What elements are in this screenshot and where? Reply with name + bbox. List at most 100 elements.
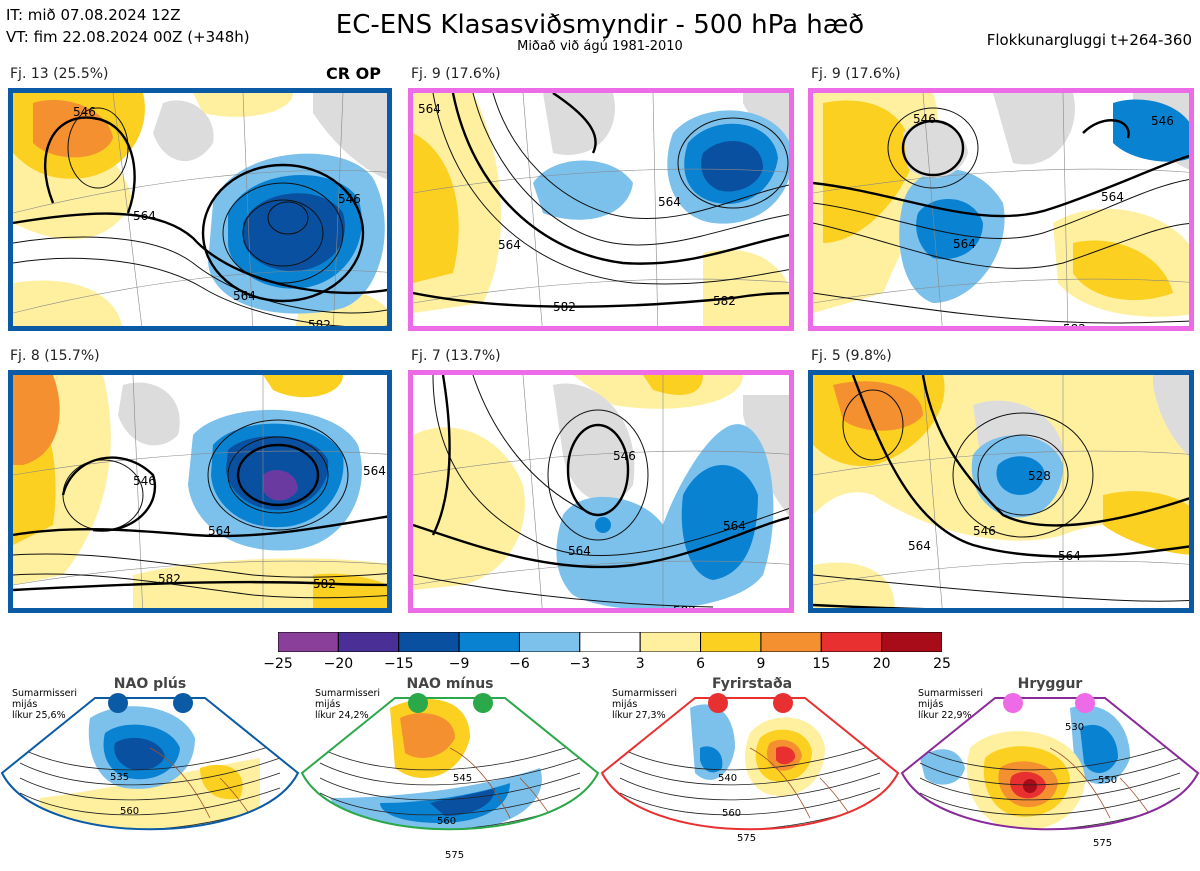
contour-label: 564 xyxy=(133,209,156,223)
regime-title-ridge: Hryggur xyxy=(1017,676,1083,692)
contour-label: 564 xyxy=(953,237,976,251)
colorbar-swatch xyxy=(579,631,641,653)
cluster-map-6: 528 546 564 564 582 xyxy=(808,370,1194,613)
regime-dot xyxy=(173,693,193,713)
colorbar-tick-label: 6 xyxy=(696,656,705,672)
contour-label: 582 xyxy=(1073,606,1096,613)
anomaly-negative-area xyxy=(243,193,345,271)
anomaly-positive-area xyxy=(1073,240,1173,301)
contour-label: 546 xyxy=(73,105,96,119)
height-contours xyxy=(813,389,1189,602)
anomaly-positive-area xyxy=(703,249,789,326)
land-area xyxy=(543,93,615,155)
contour-label: 564 xyxy=(568,544,591,558)
colorbar-swatch xyxy=(820,631,883,653)
anomaly-negative-area xyxy=(701,141,763,192)
colorbar-swatch xyxy=(458,631,520,653)
header-info: IT: mið 07.08.2024 12Z VT: fim 22.08.202… xyxy=(6,4,250,48)
contour-label: 582 xyxy=(313,577,336,591)
contour-label: 564 xyxy=(1058,549,1081,563)
anomaly-negative-area xyxy=(263,470,298,501)
contour-label: 564 xyxy=(233,289,256,303)
height-contours-bold xyxy=(413,375,789,569)
valid-time: VT: fim 22.08.2024 00Z (+348h) xyxy=(6,28,250,46)
colorbar-tick-label: −15 xyxy=(383,656,414,672)
contour-label: 560 xyxy=(722,808,741,819)
contour-label: 564 xyxy=(498,238,521,252)
land-area xyxy=(903,121,968,178)
contour-label: 546 xyxy=(133,474,156,488)
anomaly-negative-area xyxy=(595,517,611,533)
cluster-map-2: 564 564 582 564 582 xyxy=(408,88,794,331)
cluster-map-1: 546 564 564 546 582 xyxy=(8,88,392,331)
colorbar-swatch xyxy=(518,631,581,653)
anomaly-positive-area xyxy=(413,133,459,283)
regime-frame-2 xyxy=(300,697,600,831)
anomaly-negative-area xyxy=(996,456,1045,495)
contour-label: 564 xyxy=(908,539,931,553)
height-contours-bold xyxy=(13,443,387,592)
height-contours xyxy=(813,107,1189,324)
regime-dot xyxy=(773,693,793,713)
anomaly-positive-area xyxy=(263,375,343,398)
height-contours-bold xyxy=(813,119,1189,218)
anomaly-negative-area xyxy=(1113,99,1189,162)
anomaly-positive-area xyxy=(193,93,293,117)
anomaly-negative-area xyxy=(533,160,633,220)
anomaly-positive-area xyxy=(833,381,923,431)
chart-title: EC-ENS Klasasviðsmyndir - 500 hPa hæð xyxy=(335,10,865,40)
height-contours xyxy=(432,93,789,285)
height-contours-bold xyxy=(813,375,1189,608)
colorbar-swatches xyxy=(277,631,943,653)
colorbar-swatch xyxy=(639,631,702,653)
anomaly-positive-area xyxy=(13,280,122,326)
contour-label: 535 xyxy=(110,772,129,783)
regime-title-blocking: Fyrirstaða xyxy=(711,676,793,692)
anomaly-positive-area xyxy=(643,375,703,395)
regime-map-ridge xyxy=(902,698,1198,830)
regime-map-nao-minus xyxy=(302,698,598,830)
regime-title-nao-plus: NAO plús xyxy=(113,676,187,692)
land-area xyxy=(153,100,214,162)
contour-label: 564 xyxy=(418,102,441,116)
contour-label: 564 xyxy=(658,195,681,209)
land-area xyxy=(313,93,387,180)
colorbar-swatch xyxy=(337,631,400,653)
height-contours-bold xyxy=(413,93,789,308)
contour-label: 546 xyxy=(613,449,636,463)
contour-label: 530 xyxy=(1065,722,1084,733)
cluster-map-5: 546 564 564 582 xyxy=(408,370,794,613)
regime-dot xyxy=(1003,693,1023,713)
anomaly-positive-area xyxy=(813,562,895,608)
contour-label: 560 xyxy=(120,806,139,817)
colorbar-tick-label: −20 xyxy=(323,656,354,672)
land-area xyxy=(993,93,1075,165)
contour-label: 564 xyxy=(723,519,746,533)
anomaly-positive-area xyxy=(13,375,60,465)
contour-label: 545 xyxy=(453,773,472,784)
regime-frame-1 xyxy=(0,697,300,831)
contour-label: 564 xyxy=(208,524,231,538)
graticule xyxy=(813,375,1189,608)
graticule xyxy=(413,375,789,608)
cr-op-badge: CR OP xyxy=(326,64,381,83)
chart-subtitle: Miðað við ágú 1981-2010 xyxy=(517,39,683,54)
contour-label: 564 xyxy=(363,464,386,478)
contour-label: 582 xyxy=(1063,322,1086,331)
panel-label-6: Fj. 5 (9.8%) xyxy=(811,348,892,364)
contour-label: 564 xyxy=(1101,190,1124,204)
colorbar-tick-label: −6 xyxy=(509,656,530,672)
contour-label: 540 xyxy=(718,773,737,784)
regime-dot xyxy=(708,693,728,713)
anomaly-positive-area xyxy=(823,100,913,243)
contour-label: 546 xyxy=(1151,114,1174,128)
initial-time: IT: mið 07.08.2024 12Z xyxy=(6,6,181,24)
colorbar-tick-label: −3 xyxy=(569,656,591,672)
graticule xyxy=(413,93,789,326)
contour-label: 546 xyxy=(973,524,996,538)
colorbar-tick-label: −25 xyxy=(263,656,293,672)
anomaly-positive-area xyxy=(413,427,525,590)
land-area xyxy=(118,382,180,446)
regime-note-2: Sumarmisseri mijás líkur 24,2% xyxy=(315,688,381,721)
panel-label-1: Fj. 13 (25.5%) xyxy=(10,66,109,82)
